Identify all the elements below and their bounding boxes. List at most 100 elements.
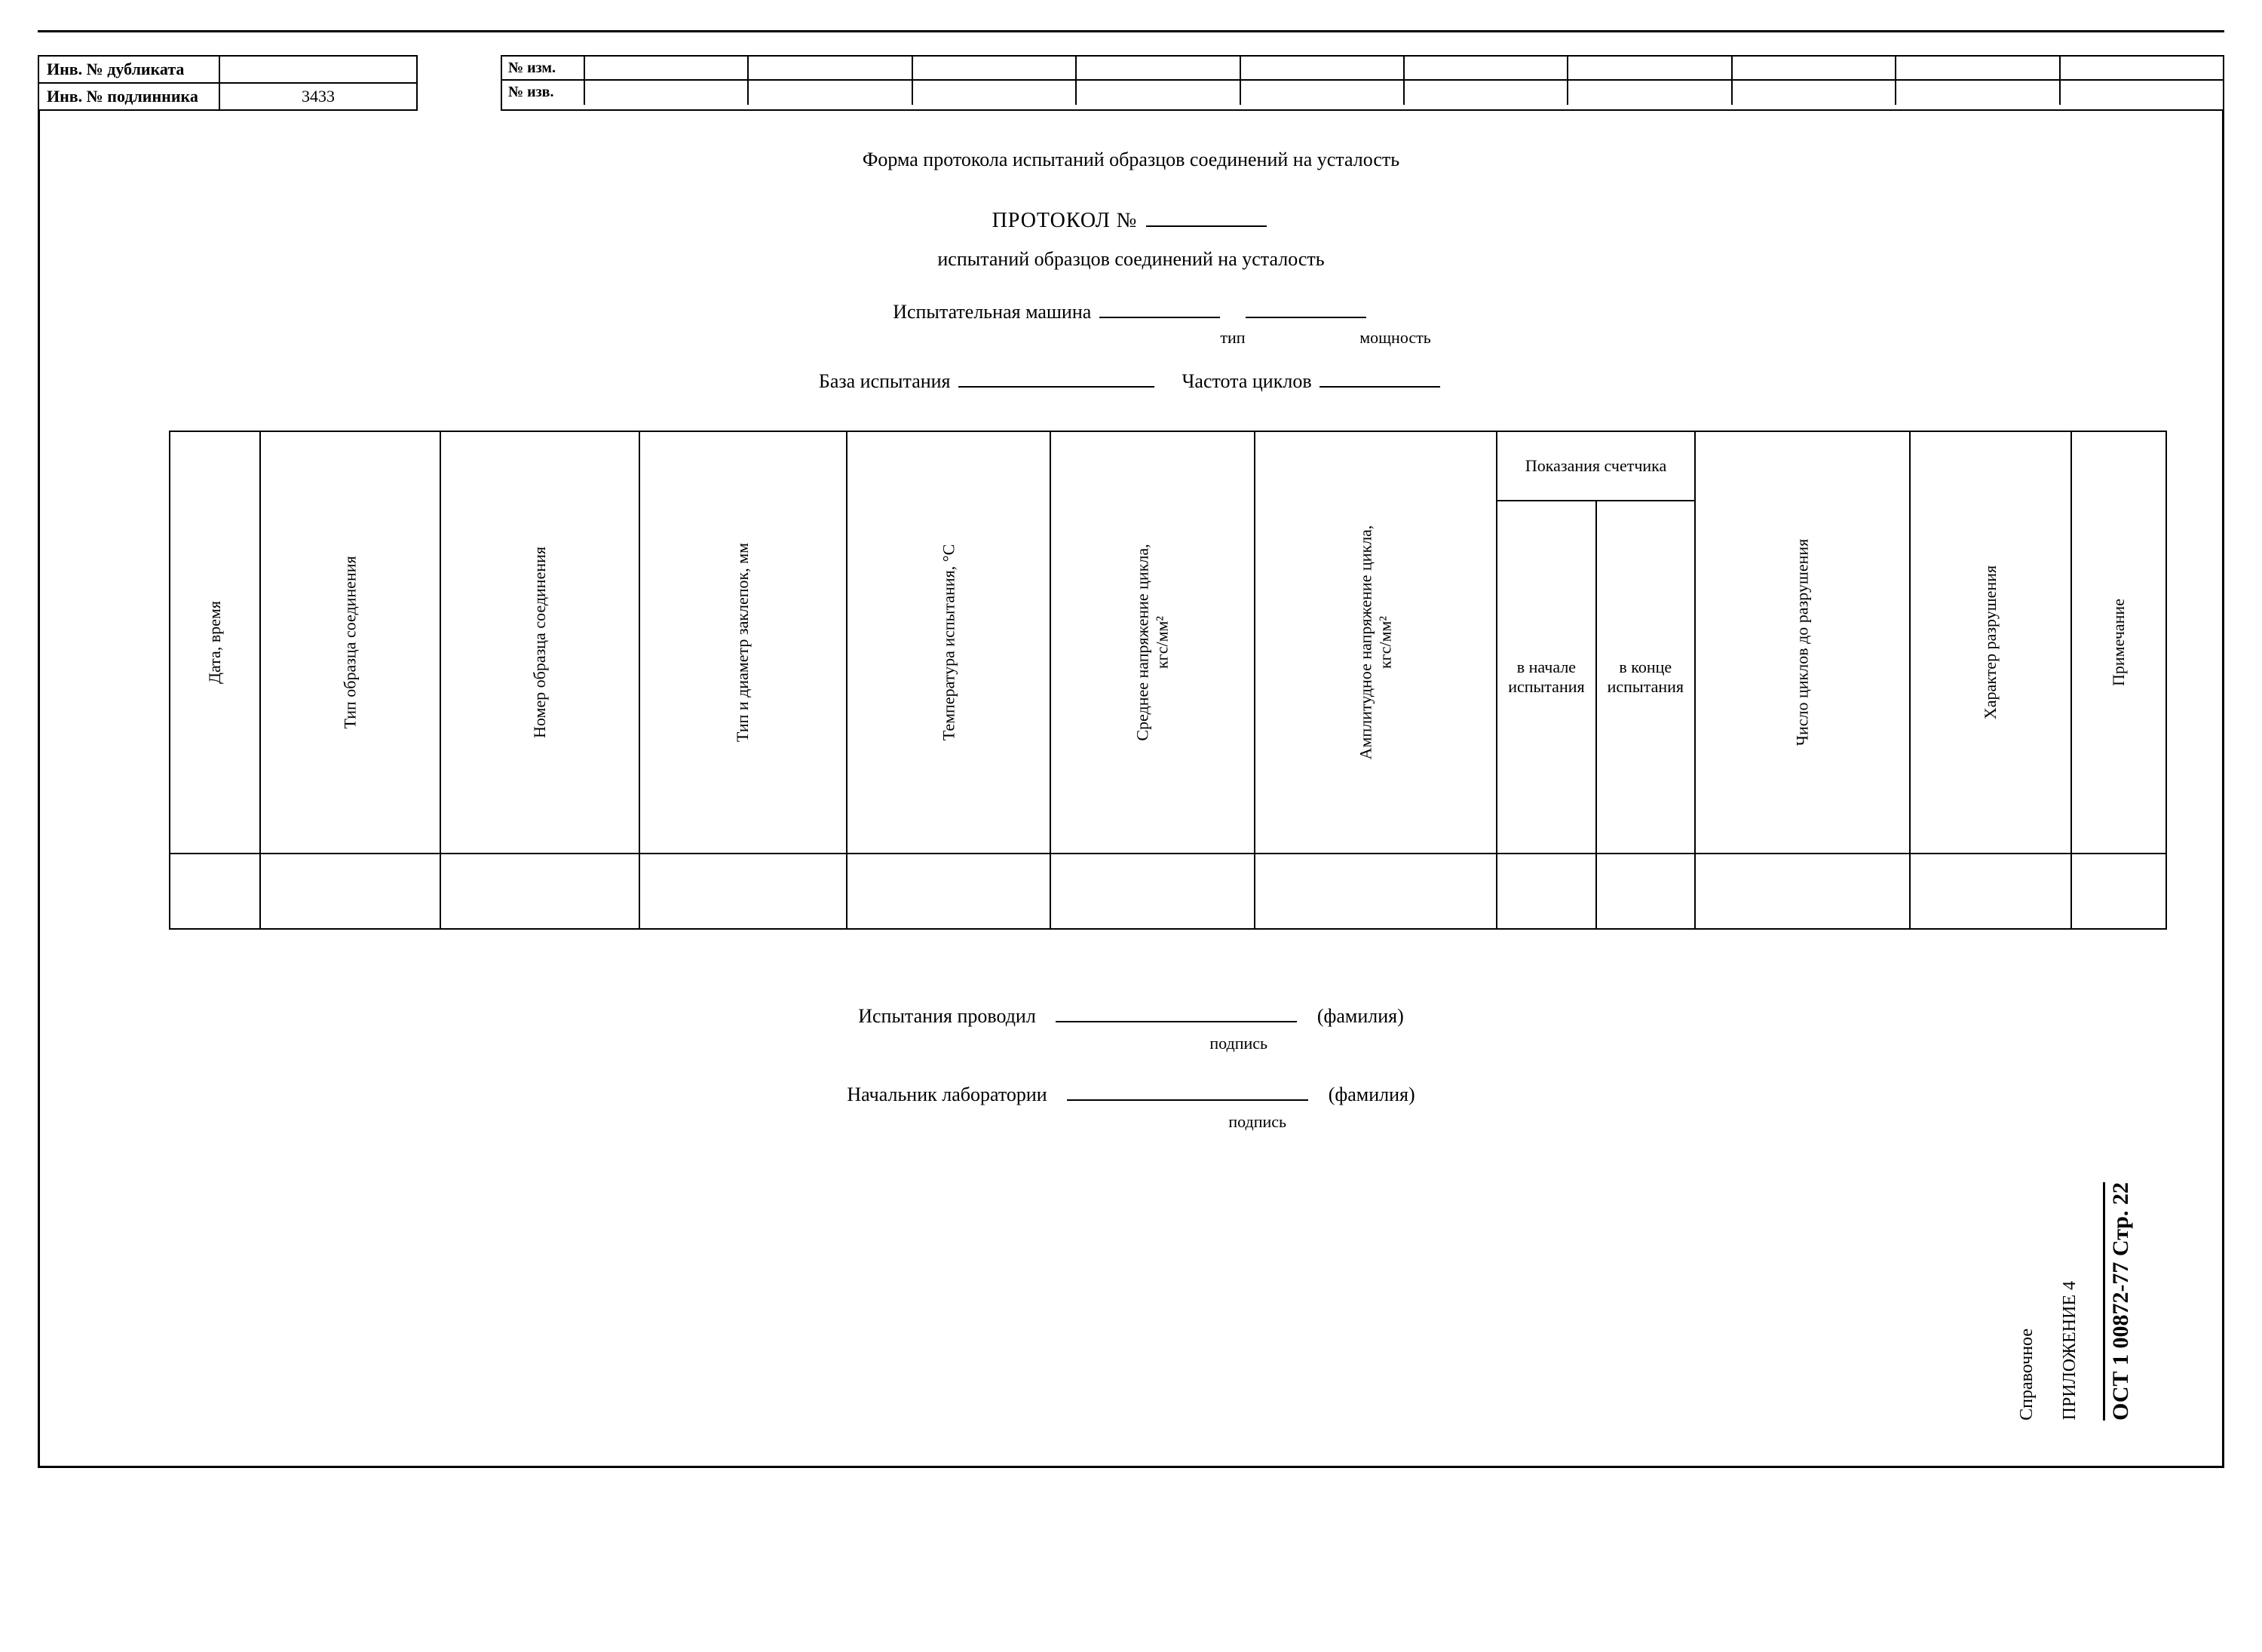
izv-cell <box>1733 81 1896 105</box>
cell <box>2071 854 2166 929</box>
cell <box>1050 854 1255 929</box>
col-counter-start: в начале испытания <box>1497 501 1595 854</box>
signature-sublabel: подпись <box>1129 1112 1386 1132</box>
col-cycles: Число циклов до разрушения <box>1695 431 1910 854</box>
side-ref: Справочное <box>2017 1329 2037 1421</box>
orig-label: Инв. № подлинника <box>39 84 220 109</box>
top-border <box>38 30 2224 32</box>
protocol-number-blank <box>1146 210 1267 227</box>
col-note: Примечание <box>2071 431 2166 854</box>
surname-label: (фамилия) <box>1317 1005 1404 1027</box>
side-labels: Справочное ПРИЛОЖЕНИЕ 4 ОСТ 1 00872-77 С… <box>2017 1182 2262 1421</box>
izv-cell <box>1405 81 1568 105</box>
col-amp-stress: Амплитудное напряжение цикла,кгс/мм² <box>1255 431 1497 854</box>
col-sample-type: Тип образца соединения <box>260 431 440 854</box>
izm-row: № изм. <box>502 57 2223 81</box>
col-counter-end: в конце испытания <box>1596 501 1695 854</box>
data-table: Дата, время Тип образца соединения Номер… <box>169 431 2167 930</box>
izm-cell <box>749 57 912 79</box>
side-appendix: ПРИЛОЖЕНИЕ 4 <box>2060 1281 2080 1421</box>
machine-power-blank <box>1246 302 1366 318</box>
izv-cell <box>1241 81 1405 105</box>
col-sample-no: Номер образца соединения <box>440 431 639 854</box>
dup-value <box>220 57 416 82</box>
cell <box>440 854 639 929</box>
izv-cell <box>749 81 912 105</box>
izm-cell <box>2061 57 2223 79</box>
protocol-number-line: ПРОТОКОЛ № <box>85 209 2177 233</box>
izv-cell <box>1568 81 1732 105</box>
table-container: Дата, время Тип образца соединения Номер… <box>169 431 2093 930</box>
izm-cell <box>585 57 749 79</box>
izm-cell <box>1241 57 1405 79</box>
header-right-block: № изм. № изв. <box>501 55 2224 111</box>
signature-sublabel: подпись <box>1111 1034 1367 1053</box>
page: Инв. № дубликата Инв. № подлинника 3433 … <box>38 30 2224 1468</box>
test-base-label: База испытания <box>819 370 951 392</box>
izm-cell <box>1568 57 1732 79</box>
cell <box>1910 854 2071 929</box>
izv-cell <box>585 81 749 105</box>
cell <box>170 854 260 929</box>
izv-cell <box>1077 81 1240 105</box>
izv-cell <box>1896 81 2060 105</box>
col-fracture: Характер разрушения <box>1910 431 2071 854</box>
title-area: Форма протокола испытаний образцов соеди… <box>85 149 2177 393</box>
dup-label: Инв. № дубликата <box>39 57 220 82</box>
lab-head-blank <box>1067 1084 1308 1101</box>
izv-label: № изв. <box>502 81 585 105</box>
tested-by-label: Испытания проводил <box>858 1005 1036 1027</box>
tested-by-blank <box>1056 1006 1297 1022</box>
izv-cell <box>2061 81 2223 105</box>
col-counter-group: Показания счетчика <box>1497 431 1695 501</box>
izm-cell <box>913 57 1077 79</box>
cycle-freq-label: Частота циклов <box>1182 370 1312 392</box>
izv-row: № изв. <box>502 81 2223 105</box>
tested-by-line: Испытания проводил (фамилия) <box>85 1005 2177 1028</box>
main-frame: Форма протокола испытаний образцов соеди… <box>38 111 2224 1468</box>
izm-cell <box>1896 57 2060 79</box>
izm-cell <box>1405 57 1568 79</box>
test-machine-line: Испытательная машина <box>85 301 2177 323</box>
side-ost: ОСТ 1 00872-77 Стр. 22 <box>2103 1182 2134 1421</box>
cell <box>639 854 846 929</box>
header-gap <box>418 55 501 111</box>
cycle-freq-blank <box>1320 371 1440 388</box>
cell <box>1255 854 1497 929</box>
base-freq-line: База испытания Частота циклов <box>85 370 2177 393</box>
protocol-subtitle: испытаний образцов соединений на усталос… <box>85 248 2177 271</box>
table-row <box>170 854 2166 929</box>
table-header-row: Дата, время Тип образца соединения Номер… <box>170 431 2166 501</box>
machine-sublabels: тип мощность <box>85 328 2177 348</box>
test-machine-label: Испытательная машина <box>893 301 1091 323</box>
lab-head-sub: подпись <box>85 1112 2177 1132</box>
machine-type-blank <box>1099 302 1220 318</box>
protocol-label: ПРОТОКОЛ № <box>992 209 1138 232</box>
type-sublabel: тип <box>1154 328 1312 348</box>
form-title: Форма протокола испытаний образцов соеди… <box>85 149 2177 171</box>
header-left-block: Инв. № дубликата Инв. № подлинника 3433 <box>38 55 418 111</box>
surname-label: (фамилия) <box>1329 1083 1415 1105</box>
header-row: Инв. № дубликата Инв. № подлинника 3433 … <box>38 55 2224 111</box>
izm-cell <box>1733 57 1896 79</box>
lab-head-line: Начальник лаборатории (фамилия) <box>85 1083 2177 1106</box>
header-dup-row: Инв. № дубликата <box>39 57 416 84</box>
power-sublabel: мощность <box>1316 328 1475 348</box>
header-orig-row: Инв. № подлинника 3433 <box>39 84 416 109</box>
tested-by-sub: подпись <box>85 1034 2177 1053</box>
cell <box>847 854 1051 929</box>
signatures-block: Испытания проводил (фамилия) подпись Нач… <box>85 1005 2177 1132</box>
col-rivet: Тип и диаметр заклепок, мм <box>639 431 846 854</box>
lab-head-label: Начальник лаборатории <box>847 1083 1047 1105</box>
cell <box>260 854 440 929</box>
orig-value: 3433 <box>220 84 416 109</box>
cell <box>1695 854 1910 929</box>
izm-label: № изм. <box>502 57 585 79</box>
col-mean-stress: Среднее напряжение цикла,кгс/мм² <box>1050 431 1255 854</box>
izv-cell <box>913 81 1077 105</box>
izm-cell <box>1077 57 1240 79</box>
col-date: Дата, время <box>170 431 260 854</box>
cell <box>1497 854 1595 929</box>
cell <box>1596 854 1695 929</box>
col-temp: Температура испытания, °С <box>847 431 1051 854</box>
